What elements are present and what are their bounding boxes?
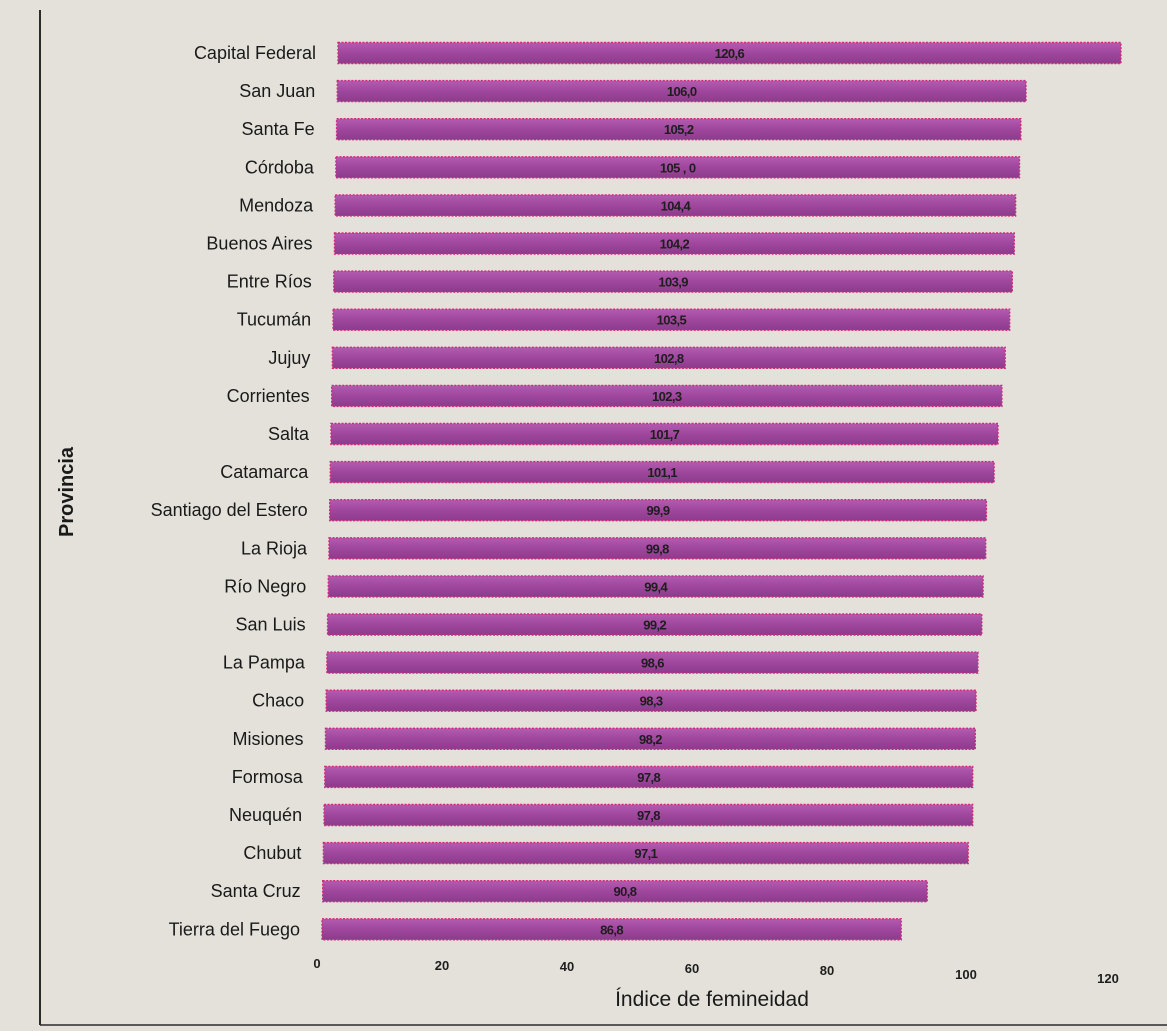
category-label: Santiago del Estero [151,500,308,520]
x-tick-label: 20 [435,958,449,973]
value-label: 97,1 [634,846,657,861]
bar-3 [335,156,1021,179]
category-label: San Luis [236,615,306,635]
value-label: 86,8 [600,922,623,937]
category-label: Córdoba [245,157,315,177]
value-label: 99,9 [647,503,670,518]
bar-16 [326,651,979,674]
value-label: 104,2 [660,237,690,252]
category-label: Formosa [232,767,304,787]
category-label: Capital Federal [194,43,316,63]
category-label: San Juan [239,81,315,101]
category-label: Chaco [252,691,304,711]
bar-11 [329,460,995,484]
value-label: 90,8 [613,884,636,899]
x-tick-label: 40 [560,959,574,974]
category-labels: Capital Federal San Juan Santa Fe Córdoba Me… [151,43,316,939]
x-tick-labels: 0 20 40 60 80 100 120 [313,956,1118,986]
bars-group [321,41,1122,941]
x-tick-label: 120 [1097,971,1119,986]
category-label: Santa Fe [242,119,315,139]
category-label: Tierra del Fuego [169,919,300,939]
bar-12 [329,499,988,522]
value-label: 101,7 [650,427,680,442]
value-label: 102,3 [652,389,682,404]
x-tick-label: 100 [955,967,977,982]
bar-10 [330,422,999,446]
category-label: Tucumán [237,310,311,330]
value-label: 99,4 [644,579,668,594]
bar-4 [334,194,1017,217]
value-label: 105,2 [664,122,694,137]
category-label: Jujuy [268,348,310,368]
value-label: 104,4 [661,198,692,213]
category-label: Chubut [243,843,301,863]
category-label: Catamarca [220,462,309,482]
category-label: Santa Cruz [211,881,301,901]
category-label: Entre Ríos [227,272,312,292]
value-label: 106,0 [667,84,697,99]
x-axis-title: Índice de femineidad [615,988,809,1011]
category-label: Salta [268,424,310,444]
category-label: Río Negro [224,576,306,596]
bar-15 [326,613,983,636]
bar-13 [328,537,987,560]
value-label: 120,6 [715,46,745,61]
bar-14 [327,575,984,598]
category-label: Misiones [232,729,303,749]
value-label: 99,8 [646,541,669,556]
bar-5 [333,232,1015,255]
bar-9 [331,384,1003,408]
value-label: 105 , 0 [660,160,696,175]
value-label: 97,8 [637,808,660,823]
value-label: 97,8 [637,770,660,785]
value-label: 98,6 [641,656,664,671]
bar-23 [321,918,902,941]
bar-0 [337,41,1122,65]
bar-6 [333,270,1013,293]
value-label: 103,9 [658,275,688,290]
bar-21 [322,841,969,865]
value-label: 103,5 [657,313,687,328]
category-label: Neuquén [229,805,302,825]
value-label: 102,8 [654,351,684,366]
value-labels: 120,6 106,0 105,2 105 , 0 104,4 104,2 103,9 103… [600,46,745,937]
value-label: 99,2 [643,618,666,633]
chart-frame [39,10,1167,1026]
value-label: 98,2 [639,732,662,747]
bar-19 [324,765,974,789]
value-label: 101,1 [647,465,677,480]
bar-7 [332,308,1011,331]
category-label: Mendoza [239,195,314,215]
bar-1 [336,79,1027,103]
bar-17 [325,689,977,712]
value-label: 98,3 [640,694,663,709]
x-tick-label: 60 [685,961,699,976]
bar-18 [324,727,976,750]
category-label: La Pampa [223,653,306,673]
bar-8 [331,346,1006,369]
category-label: Corrientes [227,386,310,406]
y-axis-title: Provincia [56,446,78,537]
bar-20 [323,803,974,827]
bar-22 [322,880,928,903]
category-label: La Rioja [241,538,308,558]
x-tick-label: 80 [820,963,834,978]
x-tick-label: 0 [313,956,320,971]
category-label: Buenos Aires [206,234,312,254]
bar-2 [335,117,1022,141]
